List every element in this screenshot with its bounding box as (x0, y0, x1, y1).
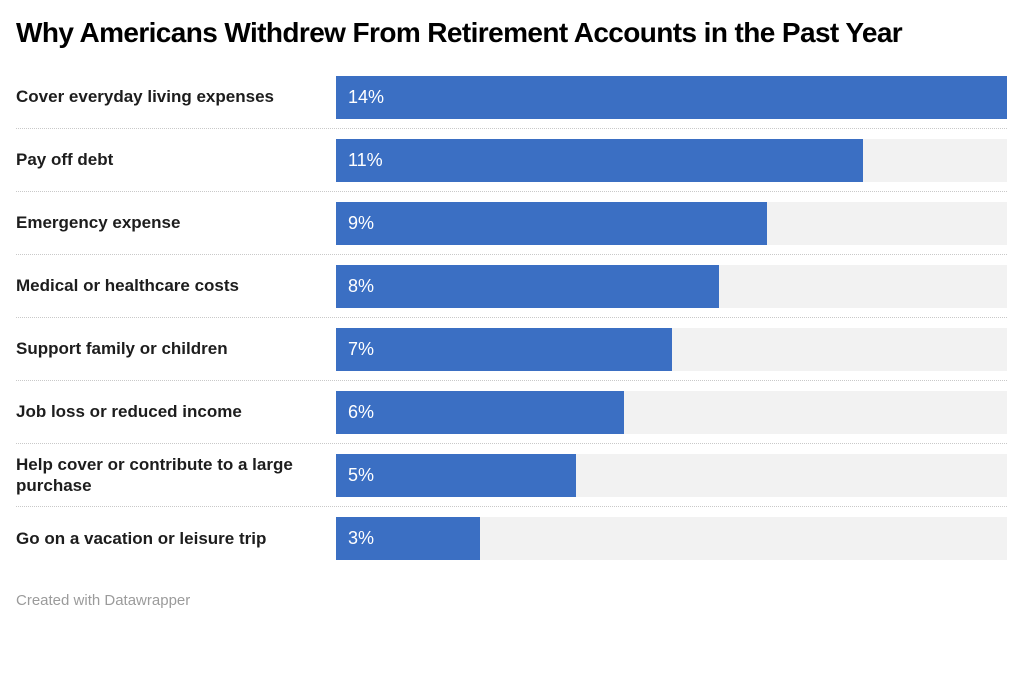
category-label: Medical or healthcare costs (16, 276, 239, 296)
category-label: Cover everyday living expenses (16, 87, 274, 107)
bar: 6% (336, 390, 624, 434)
bar: 11% (336, 138, 864, 182)
chart-row: Support family or children 7% (16, 318, 1007, 381)
bar-value-label: 9% (348, 212, 375, 233)
chart-row: Pay off debt 11% (16, 129, 1007, 192)
bar-value-label: 11% (348, 149, 383, 170)
chart-title: Why Americans Withdrew From Retirement A… (16, 17, 903, 48)
bar: 7% (336, 327, 672, 371)
bar-value-label: 6% (348, 401, 375, 422)
bar-chart: Cover everyday living expenses 14% Pay off… (16, 66, 1007, 570)
category-label: Emergency expense (16, 213, 181, 233)
chart-row: Job loss or reduced income 6% (16, 381, 1007, 444)
bar: 3% (336, 517, 480, 560)
bar-track: 9% (336, 201, 1007, 245)
category-label: Help cover or contribute to a large purc… (16, 454, 293, 495)
bar-value-label: 8% (348, 275, 375, 296)
category-label: Support family or children (16, 339, 228, 359)
bar: 8% (336, 264, 720, 308)
bar: 14% (336, 75, 1007, 119)
bar-track: 3% (336, 517, 1007, 560)
bar: 5% (336, 453, 576, 497)
bar-track: 7% (336, 327, 1007, 371)
chart-row: Help cover or contribute to a large purc… (16, 444, 1007, 507)
category-label: Pay off debt (16, 150, 114, 170)
category-label: Job loss or reduced income (16, 402, 242, 422)
category-label: Go on a vacation or leisure trip (16, 528, 267, 548)
chart-row: Emergency expense 9% (16, 192, 1007, 255)
attribution-text: Created with Datawrapper (16, 592, 191, 609)
bar-value-label: 7% (348, 338, 375, 359)
bar-value-label: 14% (348, 86, 385, 107)
bar-track: 11% (336, 138, 1007, 182)
chart-row: Cover everyday living expenses 14% (16, 66, 1007, 129)
bar-value-label: 5% (348, 464, 375, 485)
bar-value-label: 3% (348, 528, 375, 548)
bar-track: 6% (336, 390, 1007, 434)
bar-track: 8% (336, 264, 1007, 308)
chart-row: Go on a vacation or leisure trip 3% (16, 507, 1007, 570)
bar: 9% (336, 201, 768, 245)
chart-row: Medical or healthcare costs 8% (16, 255, 1007, 318)
bar-track: 5% (336, 453, 1007, 497)
bar-track: 14% (336, 75, 1007, 119)
